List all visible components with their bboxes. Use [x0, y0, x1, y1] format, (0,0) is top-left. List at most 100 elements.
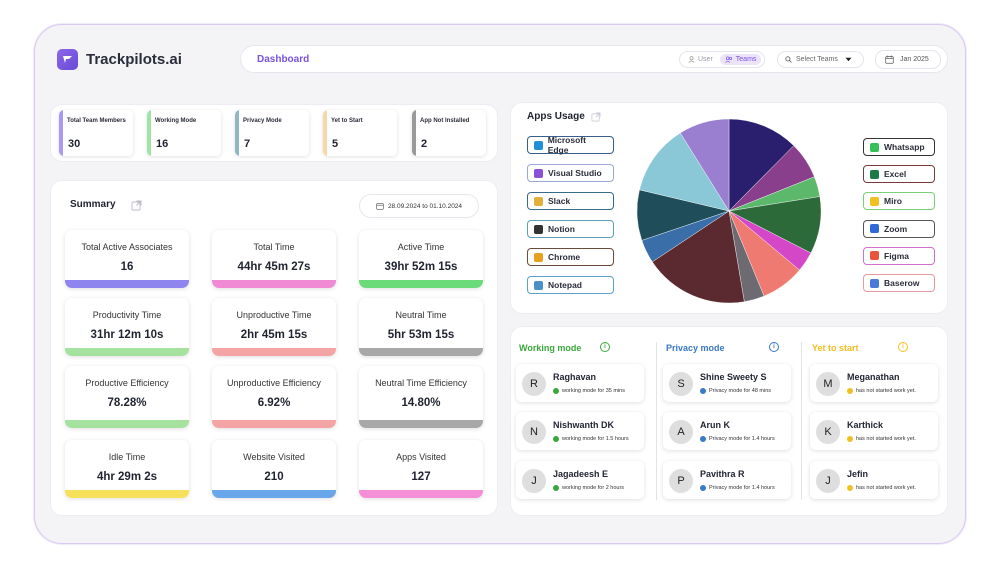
external-link-icon[interactable] — [591, 112, 601, 122]
edge-icon — [534, 140, 543, 150]
pie-slice[interactable] — [728, 118, 795, 212]
avatar: A — [669, 420, 693, 444]
person-card[interactable]: J Jefin has not started work yet. — [810, 461, 938, 499]
app-name: Miro — [884, 196, 902, 207]
person-card[interactable]: P Pavithra R Privacy mode for 1.4 hours — [663, 461, 791, 499]
avatar: P — [669, 469, 693, 493]
person-status: Privacy mode for 1.4 hours — [700, 485, 775, 491]
app-name: Figma — [884, 250, 910, 261]
summary-metric-card[interactable]: Website Visited 210 — [212, 440, 336, 498]
zoom-icon — [870, 224, 879, 234]
app-legend-item[interactable]: Chrome — [527, 248, 614, 266]
app-legend-item[interactable]: Miro — [863, 192, 935, 211]
privacy-mode-title: Privacy mode — [666, 343, 725, 353]
summary-metric-card[interactable]: Total Time 44hr 45m 27s — [212, 230, 336, 288]
pie-slice[interactable] — [652, 210, 745, 304]
app-legend-item[interactable]: Notion — [527, 220, 614, 238]
status-text: has not started work yet. — [856, 436, 916, 442]
person-card[interactable]: K Karthick has not started work yet. — [810, 412, 938, 450]
person-card[interactable]: A Arun K Privacy mode for 1.4 hours — [663, 412, 791, 450]
info-icon[interactable]: i — [600, 342, 610, 352]
visual-studio-icon — [534, 168, 543, 178]
person-card[interactable]: N Nishwanth DK working mode for 1.5 hours — [516, 412, 644, 450]
month-picker[interactable]: Jan 2025 — [875, 50, 941, 69]
page-title: Dashboard — [257, 54, 310, 65]
toggle-teams-label: Teams — [735, 56, 757, 63]
toggle-teams[interactable]: Teams — [719, 54, 762, 65]
external-link-icon[interactable] — [131, 200, 142, 211]
person-card[interactable]: S Shine Sweety S Privacy mode for 48 mins — [663, 364, 791, 402]
summary-metric-card[interactable]: Neutral Time Efficiency 14.80% — [359, 366, 483, 428]
metric-color-bar — [65, 348, 189, 356]
person-card[interactable]: J Jagadeesh E working mode for 2 hours — [516, 461, 644, 499]
metric-label: Productive Efficiency — [85, 378, 169, 388]
metric-label: Total Active Associates — [81, 242, 173, 252]
summary-date-range[interactable]: 28.09.2024 to 01.10.2024 — [359, 194, 479, 218]
slack-icon — [534, 196, 543, 206]
avatar: R — [522, 372, 546, 396]
stat-card[interactable]: Total Team Members 30 — [59, 110, 133, 156]
stat-card[interactable]: App Not Installed 2 — [412, 110, 486, 156]
info-icon[interactable]: i — [769, 342, 779, 352]
user-icon — [688, 56, 695, 63]
status-dot-icon — [847, 388, 853, 394]
app-legend-item[interactable]: Baserow — [863, 274, 935, 292]
summary-date-label: 28.09.2024 to 01.10.2024 — [387, 202, 463, 210]
app-legend-item[interactable]: Excel — [863, 165, 935, 184]
metric-value: 210 — [264, 471, 284, 483]
app-legend-item[interactable]: Slack — [527, 192, 614, 210]
app-name: Zoom — [884, 223, 908, 234]
stat-card-value: 30 — [68, 138, 81, 150]
metric-color-bar — [212, 280, 336, 288]
app-legend-item[interactable]: Figma — [863, 246, 935, 265]
person-name: Meganathan — [847, 372, 900, 382]
search-icon — [785, 56, 792, 63]
avatar: J — [816, 469, 840, 493]
summary-metric-card[interactable]: Unproductive Efficiency 6.92% — [212, 366, 336, 428]
avatar: N — [522, 420, 546, 444]
app-legend-item[interactable]: Zoom — [863, 219, 935, 238]
column-divider — [656, 342, 657, 500]
pie-slice[interactable] — [639, 132, 730, 212]
summary-metric-card[interactable]: Total Active Associates 16 — [65, 230, 189, 288]
stat-card-value: 16 — [156, 138, 169, 150]
status-dot-icon — [553, 436, 559, 442]
app-legend-item[interactable]: Visual Studio — [527, 164, 614, 182]
app-legend-item[interactable]: Microsoft Edge — [527, 135, 614, 155]
metric-color-bar — [65, 420, 189, 428]
summary-metric-card[interactable]: Unproductive Time 2hr 45m 15s — [212, 298, 336, 356]
stat-card-value: 7 — [244, 138, 251, 150]
toggle-user[interactable]: User — [683, 54, 718, 65]
summary-metric-card[interactable]: Idle Time 4hr 29m 2s — [65, 440, 189, 498]
summary-metric-card[interactable]: Active Time 39hr 52m 15s — [359, 230, 483, 288]
summary-metric-card[interactable]: Neutral Time 5hr 53m 15s — [359, 298, 483, 356]
summary-metric-card[interactable]: Apps Visited 127 — [359, 440, 483, 498]
stat-card-accent — [412, 110, 416, 156]
metric-value: 6.92% — [257, 397, 291, 409]
stat-card[interactable]: Privacy Mode 7 — [235, 110, 309, 156]
person-card[interactable]: M Meganathan has not started work yet. — [810, 364, 938, 402]
app-name: Chrome — [548, 252, 581, 262]
stat-card-label: App Not Installed — [420, 118, 470, 124]
person-name: Arun K — [700, 420, 730, 430]
summary-metric-card[interactable]: Productivity Time 31hr 12m 10s — [65, 298, 189, 356]
app-legend-item[interactable]: Whatsapp — [863, 138, 935, 156]
select-teams-label: Select Teams — [796, 56, 838, 63]
avatar: J — [522, 469, 546, 493]
stat-card[interactable]: Working Mode 16 — [147, 110, 221, 156]
status-dot-icon — [553, 388, 559, 394]
stat-card-value: 2 — [421, 138, 428, 150]
summary-metric-card[interactable]: Productive Efficiency 78.28% — [65, 366, 189, 428]
person-card[interactable]: R Raghavan working mode for 35 mins — [516, 364, 644, 402]
metric-color-bar — [65, 490, 189, 498]
pie-slice[interactable] — [680, 118, 730, 212]
status-text: has not started work yet. — [856, 388, 916, 394]
excel-icon — [870, 169, 879, 179]
select-teams-dropdown[interactable]: Select Teams — [777, 51, 864, 68]
logo[interactable]: Trackpilots.ai — [57, 49, 182, 70]
metric-value: 5hr 53m 15s — [387, 329, 455, 341]
app-legend-item[interactable]: Notepad — [527, 276, 614, 294]
info-icon[interactable]: i — [898, 342, 908, 352]
status-dot-icon — [700, 388, 706, 394]
stat-card[interactable]: Yet to Start 5 — [323, 110, 397, 156]
